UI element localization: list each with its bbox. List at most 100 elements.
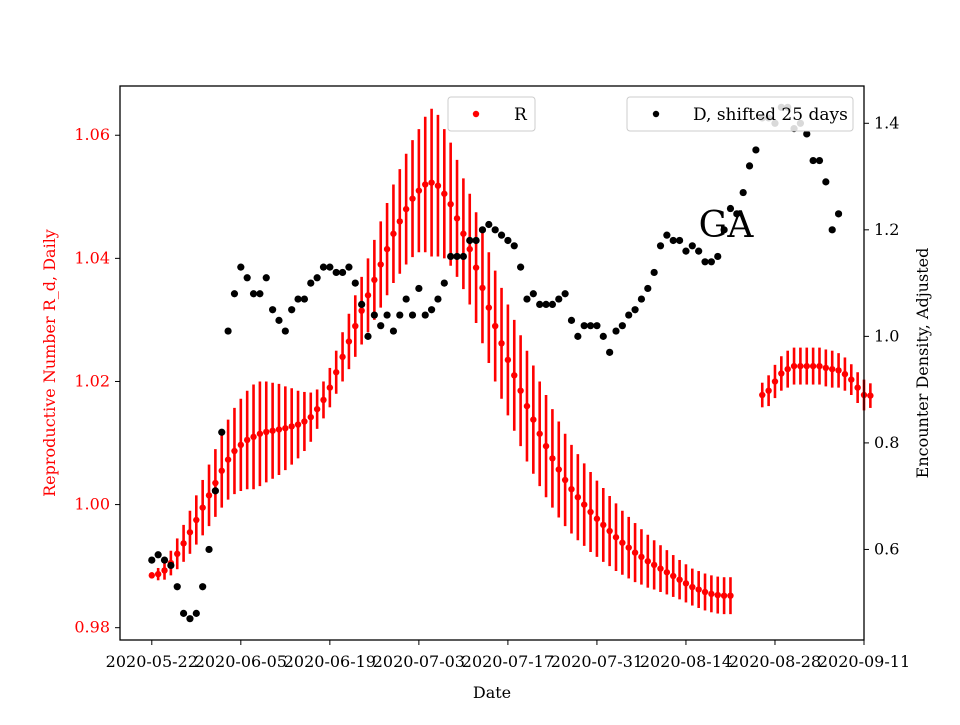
x-tick-label: 2020-07-17 [462,652,554,671]
r-point [784,365,791,373]
d-point [586,322,595,330]
r-point [727,592,734,599]
r-point [657,565,664,572]
x-axis-ticks: 2020-05-222020-06-052020-06-192020-07-03… [106,640,910,671]
r-point [771,378,779,385]
r-point [377,261,384,268]
r-point [174,550,181,558]
x-tick-label: 2020-05-22 [106,652,198,671]
d-point [714,252,722,261]
d-point [815,156,824,165]
r-point [358,307,365,314]
r-point [663,569,671,576]
d-point [167,561,175,570]
r-point [708,590,715,598]
left-y-axis-label: Reproductive Number R_d, Daily [40,229,59,497]
r-point [536,430,543,437]
d-point [358,300,366,309]
r-point [790,362,798,370]
r-point [644,558,651,565]
r-point [422,181,429,188]
d-point [720,226,728,234]
right-y-axis-ticks: 0.6 0.8 1.0 1.2 1.4 [864,113,899,558]
d-point [364,332,372,340]
d-point [440,279,448,287]
x-axis-label: Date [473,683,511,702]
d-point [593,322,601,330]
r-point [631,549,639,556]
r-point [511,372,518,379]
d-point [383,311,391,319]
r-point [542,442,550,450]
d-point [218,428,226,436]
d-point [536,300,544,309]
d-point [567,316,576,324]
d-point [701,258,709,266]
r-point [530,416,537,423]
d-point [389,327,398,335]
d-point [745,162,754,170]
r-point [269,427,276,434]
d-point [472,236,480,245]
d-point [675,236,684,245]
r-point [822,364,830,372]
d-point [396,311,404,319]
d-point [752,146,760,154]
legend-d-box [626,96,854,132]
r-point [383,245,391,253]
d-point [478,226,487,234]
r-point [186,529,194,536]
r-point [714,591,721,599]
d-point [230,290,239,298]
r-point [829,365,836,373]
r-point [472,264,480,271]
r-point [326,384,334,391]
d-point [637,295,646,303]
r-point [574,493,582,501]
r-point [148,572,155,579]
r-point [676,576,683,583]
d-point [542,300,550,309]
r-point [587,508,594,516]
r-point [765,387,772,394]
d-point [529,290,537,298]
r-point [600,521,607,529]
d-point [243,274,251,282]
plot-frame [119,85,865,641]
d-point [237,263,245,271]
r-point [759,391,766,399]
r-point [320,396,327,404]
r-point [402,205,410,213]
r-point [345,338,353,345]
d-point [656,242,665,250]
r-point [428,179,435,186]
r-point [180,540,187,547]
r-point [504,356,512,364]
d-point [523,295,531,303]
r-point [364,292,372,299]
d-point [154,551,162,559]
d-point [739,188,747,197]
x-tick-label: 2020-06-05 [195,652,287,671]
r-point [333,369,340,376]
d-point [415,284,423,293]
d-point [288,306,296,314]
r-point [231,447,238,455]
d-point [224,327,232,335]
r-point [841,370,849,378]
d-point [561,290,569,298]
d-point [173,583,181,591]
d-point [332,268,340,277]
y-right-tick-label: 1.2 [874,220,899,239]
r-point [498,340,505,347]
d-point [822,178,830,186]
legend-r-marker [472,110,480,118]
r-point [371,276,378,284]
d-point [663,231,671,239]
d-point [319,263,328,271]
d-point [803,130,811,138]
r-point [561,476,569,484]
r-point [409,195,416,202]
d-point [809,156,817,165]
d-point [186,615,194,623]
